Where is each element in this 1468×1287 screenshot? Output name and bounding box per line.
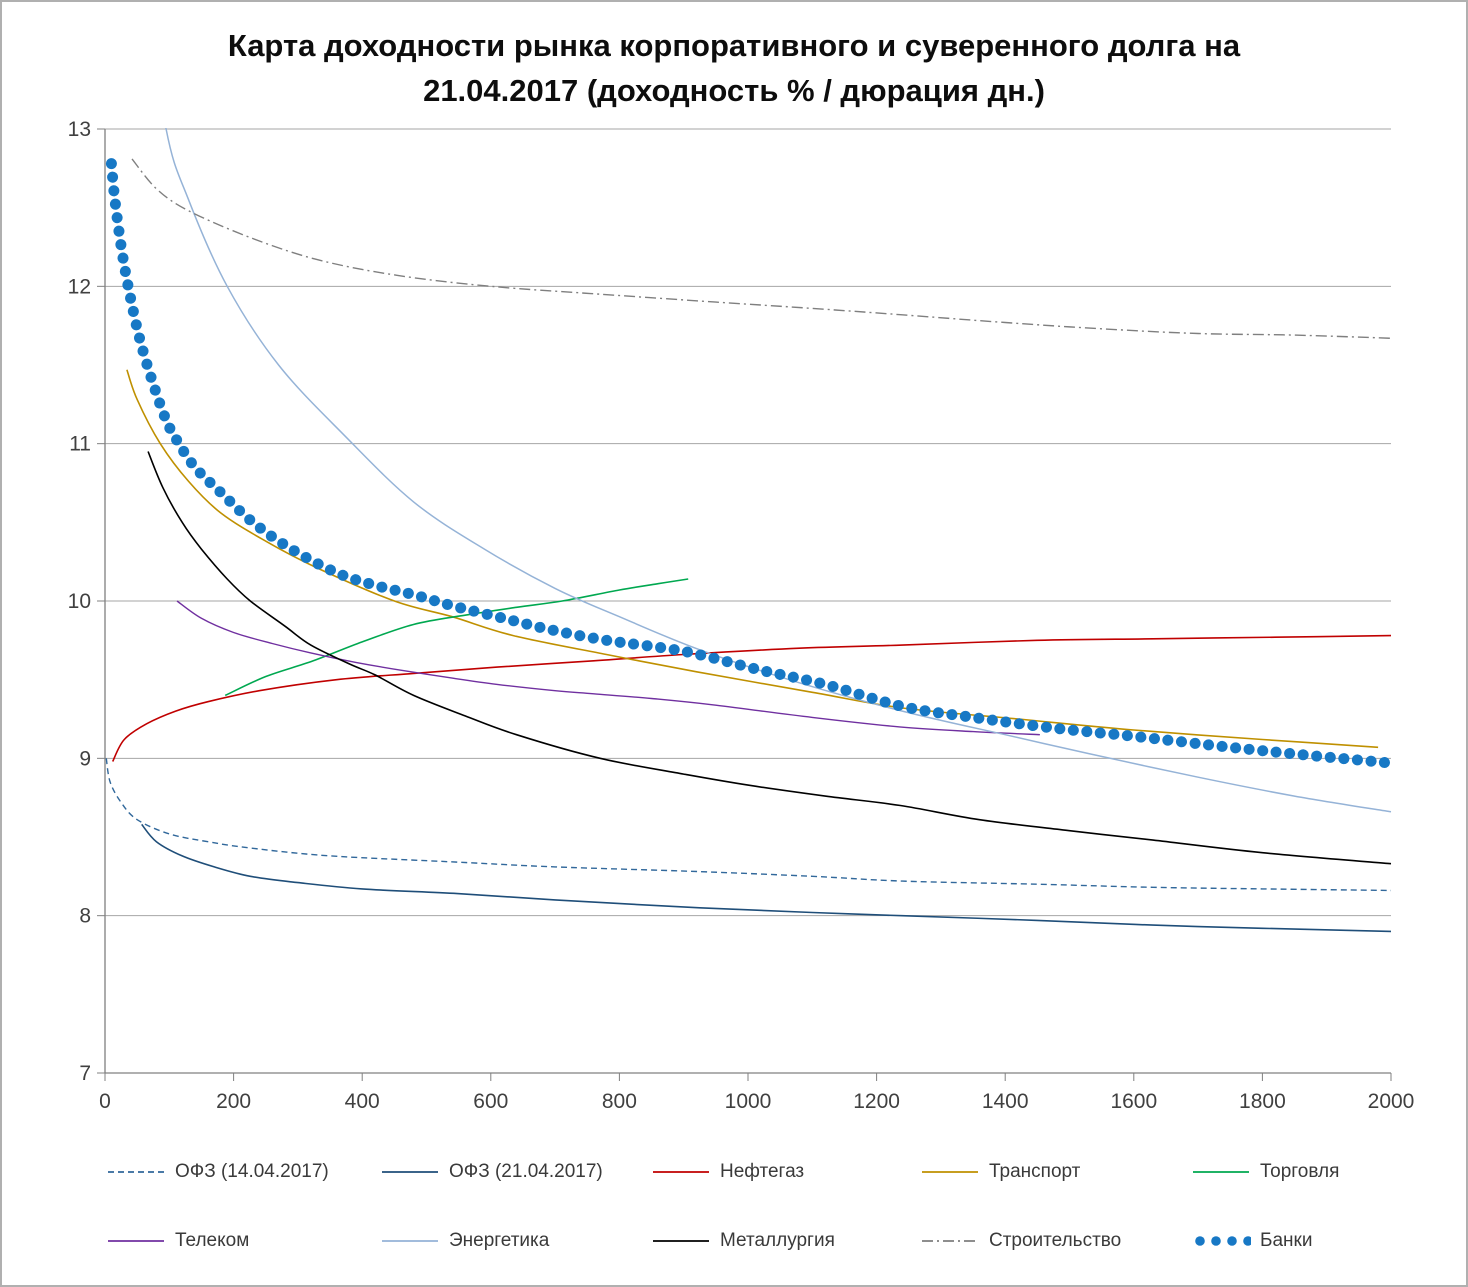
- x-tick-label: 0: [99, 1090, 111, 1113]
- x-tick-label: 800: [602, 1090, 637, 1113]
- x-tick-label: 1800: [1239, 1090, 1286, 1113]
- y-tick-label: 8: [79, 905, 91, 928]
- series-line-banki: [105, 158, 1392, 769]
- y-tick-label: 13: [68, 118, 91, 141]
- series-line-ofz-14-04-2017: [105, 758, 1392, 892]
- series-line-torgovlya: [224, 578, 689, 697]
- series-line-metallurgiya: [147, 451, 1392, 865]
- x-tick-label: 200: [216, 1090, 251, 1113]
- chart-title-line2: 21.04.2017 (доходность % / дюрация дн.): [423, 72, 1045, 108]
- series-line-stroitelstvo: [131, 158, 1392, 339]
- x-tick-label: 1200: [853, 1090, 900, 1113]
- x-tick-label: 1000: [725, 1090, 772, 1113]
- y-tick-label: 11: [69, 433, 91, 456]
- chart-title: Карта доходности рынка корпоративного и …: [2, 24, 1466, 114]
- x-tick-label: 1600: [1110, 1090, 1157, 1113]
- y-tick-label: 7: [79, 1062, 91, 1085]
- x-tick-label: 400: [345, 1090, 380, 1113]
- series-line-telekom: [176, 600, 1040, 736]
- series-line-transport: [126, 369, 1379, 749]
- series-line-neftegaz: [111, 634, 1392, 762]
- x-tick-label: 2000: [1368, 1090, 1415, 1113]
- x-tick-label: 600: [473, 1090, 508, 1113]
- y-tick-label: 9: [79, 747, 91, 770]
- y-tick-label: 12: [68, 275, 91, 298]
- series-line-energetika: [165, 128, 1392, 813]
- y-tick-label: 10: [68, 590, 91, 613]
- x-tick-label: 1400: [982, 1090, 1029, 1113]
- chart-title-line1: Карта доходности рынка корпоративного и …: [227, 28, 1241, 63]
- series-line-ofz-21-04-2017: [141, 823, 1392, 933]
